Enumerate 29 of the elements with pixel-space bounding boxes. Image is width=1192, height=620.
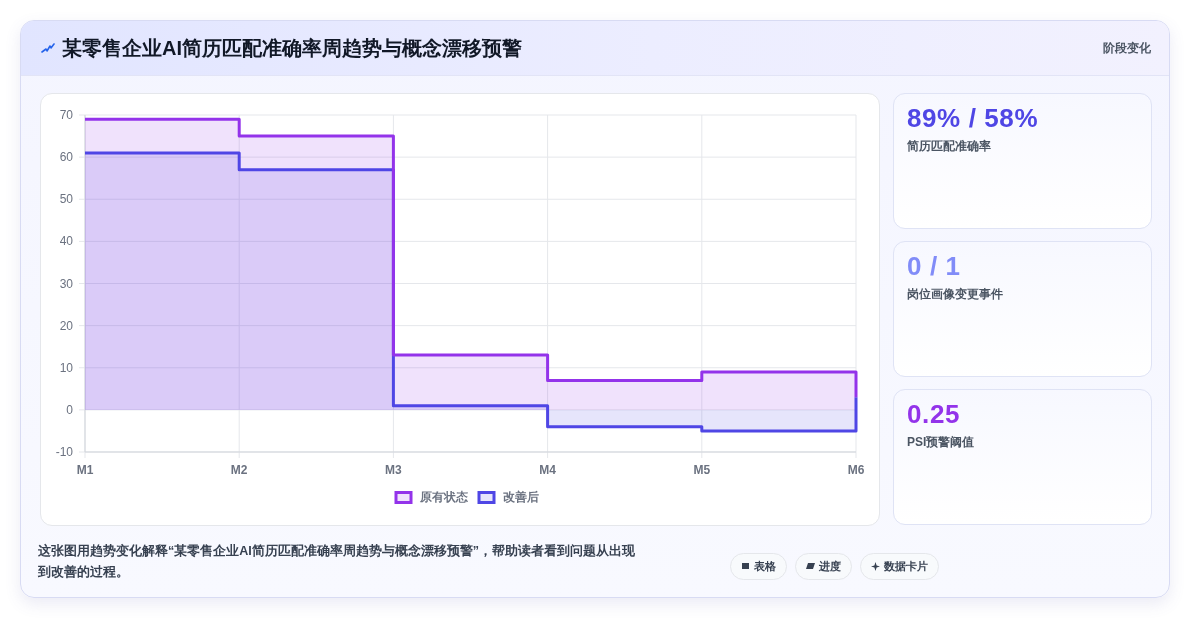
legend-label: 原有状态 [418,490,469,504]
chip: 表格 [730,553,787,580]
title: 阶段变化 [1103,40,1151,56]
xtick: M1 [76,463,94,477]
ytick: 30 [59,276,73,291]
ytick: 60 [59,150,73,165]
card-value: 0.25 [907,399,960,429]
ytick: 50 [59,192,73,207]
card-value: 0 / 1 [907,251,961,281]
title: 某零售企业AI简历匹配准确率周趋势与概念漂移预警 [62,36,522,61]
xtick: M5 [693,463,711,477]
chip: 进度 [795,553,852,580]
ytick: 0 [66,402,73,417]
ytick: 40 [59,234,73,249]
xtick: M6 [847,463,865,477]
card-value: 89% / 58% [907,103,1039,133]
xtick: M3 [385,463,402,477]
chip: 数据卡片 [860,553,939,580]
ytick: 70 [59,108,73,122]
caption: 这张图用趋势变化解释“某零售企业AI简历匹配准确率周趋势与概念漂移预警”，帮助读者看到问题从出现到改善的过程。 [38,543,636,581]
legend-label: 改善后 [502,490,539,504]
card-label: PSI预警阈值 [907,434,975,450]
card-label: 岗位画像变更事件 [907,286,1003,302]
xtick: M4 [539,463,556,477]
xtick: M2 [230,463,248,477]
ytick: 10 [59,360,73,375]
card-label: 简历匹配准确率 [907,138,991,154]
ytick: 20 [59,318,73,333]
ytick: -10 [55,445,73,459]
